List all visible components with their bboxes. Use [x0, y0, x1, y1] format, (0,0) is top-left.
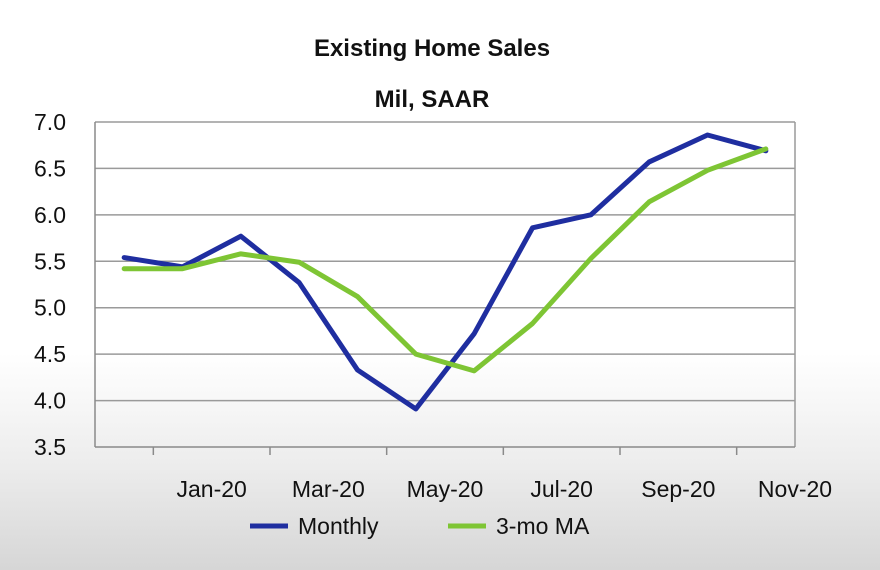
x-tick-label: Sep-20: [641, 476, 715, 502]
y-tick-label: 4.0: [34, 388, 66, 414]
series-line-3-mo-ma: [121, 146, 769, 374]
grid-lines: [95, 121, 795, 402]
y-tick-label: 5.5: [34, 248, 66, 274]
x-tick-label: Jul-20: [530, 476, 593, 502]
y-axis-tick-labels: 7.0 6.5 6.0 5.5 5.0 4.5 4.0 3.5: [34, 109, 66, 460]
y-tick-label: 6.5: [34, 155, 66, 181]
x-tick-label: May-20: [407, 476, 484, 502]
x-tick-label: Nov-20: [758, 476, 832, 502]
x-tick-label: Mar-20: [292, 476, 365, 502]
y-tick-label: 5.0: [34, 295, 66, 321]
legend-label: 3-mo MA: [496, 513, 590, 539]
series-line-monthly: [121, 132, 769, 412]
chart-subtitle: Mil, SAAR: [375, 86, 490, 113]
y-tick-label: 7.0: [34, 109, 66, 135]
legend-item: 3-mo MA: [448, 513, 590, 539]
axes: [94, 122, 796, 455]
legend: Monthly 3-mo MA: [250, 513, 590, 539]
y-tick-label: 6.0: [34, 202, 66, 228]
legend-label: Monthly: [298, 513, 379, 539]
series-lines: [121, 132, 769, 412]
x-axis-tick-labels: Jan-20 Mar-20 May-20 Jul-20 Sep-20 Nov-20: [177, 476, 833, 502]
y-tick-label: 4.5: [34, 341, 66, 367]
x-tick-label: Jan-20: [177, 476, 247, 502]
legend-item: Monthly: [250, 513, 379, 539]
y-tick-label: 3.5: [34, 434, 66, 460]
chart-title: Existing Home Sales: [314, 35, 550, 62]
